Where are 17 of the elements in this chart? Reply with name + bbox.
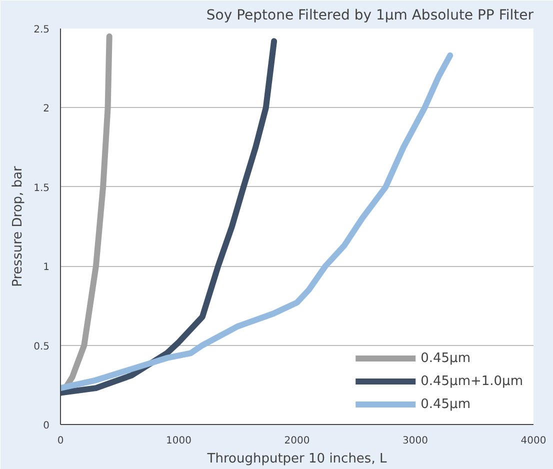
legend-label: 0.45µm <box>420 396 470 412</box>
legend-label: 0.45µm <box>420 350 470 366</box>
y-tick-label: 0 <box>43 420 50 432</box>
chart-title: Soy Peptone Filtered by 1µm Absolute PP Filter <box>206 8 534 24</box>
y-tick-label: 2 <box>43 104 50 115</box>
y-tick-label: 0.5 <box>34 341 50 352</box>
y-axis-title: Pressure Drop, bar <box>10 165 26 287</box>
legend-label: 0.45µm+1.0µm <box>420 374 523 388</box>
x-tick-label: 0 <box>57 436 64 446</box>
x-tick-label: 1000 <box>166 436 192 446</box>
x-tick-label: 2000 <box>284 436 310 446</box>
y-tick-label: 2.5 <box>34 24 50 36</box>
x-tick-label: 4000 <box>520 436 546 446</box>
x-axis-title: Throughputper 10 inches, L <box>206 452 388 466</box>
y-tick-label: 1 <box>43 262 50 274</box>
x-tick-label: 3000 <box>402 436 428 446</box>
y-tick-label: 1.5 <box>34 182 50 194</box>
